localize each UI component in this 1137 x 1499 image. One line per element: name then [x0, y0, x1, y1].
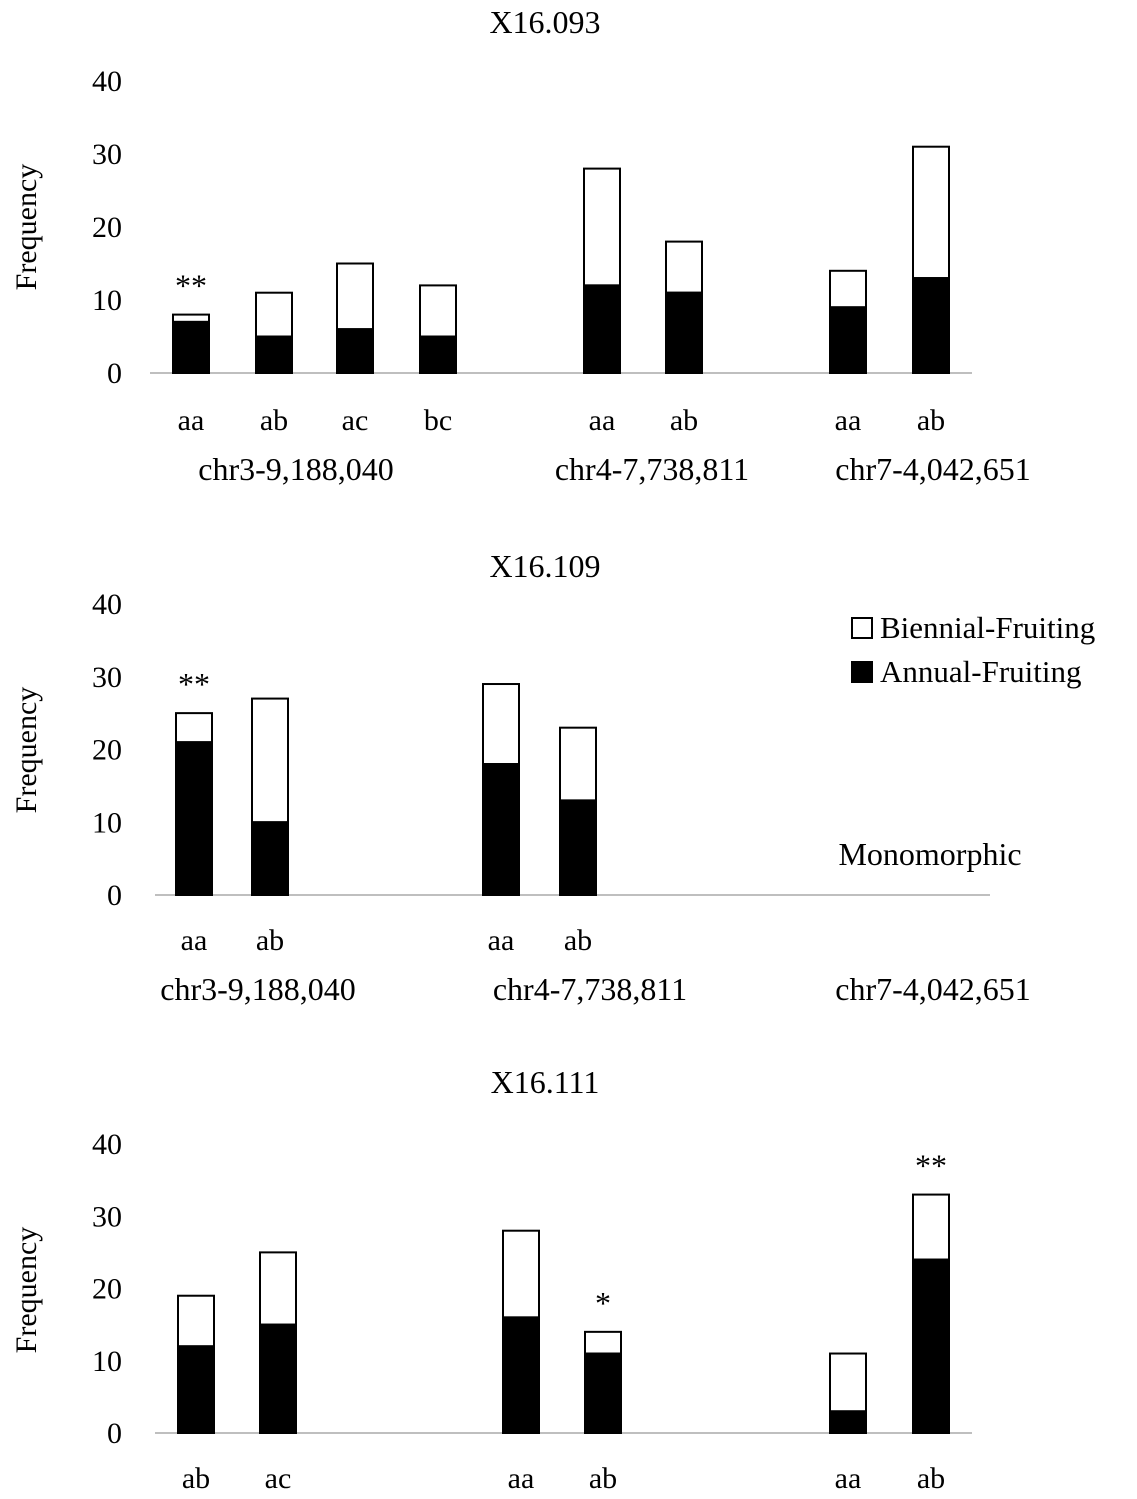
- bar-biennial-segment: [584, 1330, 622, 1355]
- y-tick-label: 20: [92, 734, 122, 767]
- x-category-label: ab: [917, 404, 945, 437]
- bar-biennial-segment: [559, 726, 597, 802]
- x-category-label: ab: [917, 1462, 945, 1494]
- bar-annual-segment: [502, 1316, 540, 1435]
- y-tick-label: 30: [92, 1200, 122, 1233]
- bar-biennial-segment: [829, 269, 867, 309]
- x-group-label: chr7-4,042,651: [835, 451, 1031, 487]
- y-tick-label: 30: [92, 138, 122, 171]
- chart-title: X16.093: [489, 4, 600, 40]
- bar-annual-segment: [912, 1258, 950, 1434]
- bar-biennial-segment: [583, 167, 621, 287]
- x-category-label: aa: [178, 404, 205, 437]
- y-tick-label: 10: [92, 284, 122, 317]
- bar-biennial-segment: [336, 262, 374, 331]
- bar-biennial-segment: [177, 1294, 215, 1348]
- x-category-label: aa: [508, 1462, 535, 1494]
- group-note: Monomorphic: [838, 836, 1021, 872]
- legend-label: Biennial-Fruiting: [880, 610, 1095, 645]
- x-category-label: aa: [589, 404, 616, 437]
- bar-annual-segment: [829, 1410, 867, 1434]
- y-axis-label: Frequency: [10, 687, 43, 814]
- x-category-label: ab: [670, 404, 698, 437]
- x-category-label: aa: [835, 1462, 862, 1494]
- y-tick-label: 10: [92, 1345, 122, 1378]
- y-tick-label: 20: [92, 211, 122, 244]
- x-group-label: chr3-9,188,040: [198, 451, 394, 487]
- bar-annual-segment: [336, 328, 374, 375]
- y-tick-label: 0: [107, 1417, 122, 1450]
- y-tick-label: 10: [92, 806, 122, 839]
- bar-biennial-segment: [665, 240, 703, 294]
- significance-marker: **: [915, 1148, 947, 1184]
- bar-biennial-segment: [259, 1251, 297, 1326]
- y-tick-label: 40: [92, 65, 122, 98]
- x-category-label: ab: [182, 1462, 210, 1494]
- bar-annual-segment: [665, 291, 703, 375]
- legend-swatch: [851, 661, 873, 683]
- bar-annual-segment: [172, 320, 210, 374]
- bar-annual-segment: [175, 741, 213, 896]
- y-axis-label: Frequency: [10, 1227, 43, 1354]
- bar-annual-segment: [251, 821, 289, 896]
- x-category-label: ab: [589, 1462, 617, 1494]
- x-group-label: chr7-4,042,651: [835, 971, 1031, 1007]
- x-category-label: ab: [260, 404, 288, 437]
- bar-annual-segment: [583, 284, 621, 374]
- chart-title: X16.109: [489, 548, 600, 584]
- x-category-label: ac: [265, 1462, 292, 1494]
- x-category-label: ab: [564, 924, 592, 957]
- y-tick-label: 30: [92, 661, 122, 694]
- x-category-label: aa: [835, 404, 862, 437]
- x-category-label: aa: [181, 924, 208, 957]
- bar-biennial-segment: [419, 284, 457, 338]
- y-tick-label: 40: [92, 1128, 122, 1161]
- bar-biennial-segment: [251, 697, 289, 824]
- significance-marker: **: [178, 666, 210, 702]
- x-group-label: chr4-7,738,811: [493, 971, 687, 1007]
- bar-biennial-segment: [255, 291, 293, 338]
- bar-biennial-segment: [172, 313, 210, 323]
- significance-marker: *: [595, 1285, 611, 1321]
- x-category-label: ac: [342, 404, 369, 437]
- bar-annual-segment: [177, 1345, 215, 1435]
- bar-biennial-segment: [912, 1193, 950, 1261]
- y-tick-label: 40: [92, 588, 122, 621]
- y-tick-label: 0: [107, 357, 122, 390]
- bar-annual-segment: [259, 1323, 297, 1434]
- bar-annual-segment: [912, 277, 950, 375]
- x-category-label: aa: [488, 924, 515, 957]
- bar-biennial-segment: [482, 683, 520, 766]
- bar-biennial-segment: [912, 145, 950, 280]
- bar-biennial-segment: [829, 1352, 867, 1413]
- y-tick-label: 0: [107, 879, 122, 912]
- bar-annual-segment: [559, 799, 597, 896]
- bar-biennial-segment: [502, 1229, 540, 1319]
- legend-swatch: [851, 617, 873, 639]
- bar-biennial-segment: [175, 712, 213, 744]
- x-category-label: ab: [256, 924, 284, 957]
- chart-title: X16.111: [491, 1064, 600, 1100]
- bar-annual-segment: [255, 335, 293, 374]
- y-axis-label: Frequency: [10, 164, 43, 291]
- x-group-label: chr4-7,738,811: [555, 451, 749, 487]
- x-group-label: chr3-9,188,040: [160, 971, 356, 1007]
- bar-annual-segment: [829, 306, 867, 374]
- significance-marker: **: [175, 268, 207, 304]
- bar-annual-segment: [482, 763, 520, 896]
- legend-label: Annual-Fruiting: [880, 654, 1082, 689]
- x-category-label: bc: [424, 404, 452, 437]
- bar-annual-segment: [584, 1352, 622, 1435]
- y-tick-label: 20: [92, 1273, 122, 1306]
- bar-annual-segment: [419, 335, 457, 374]
